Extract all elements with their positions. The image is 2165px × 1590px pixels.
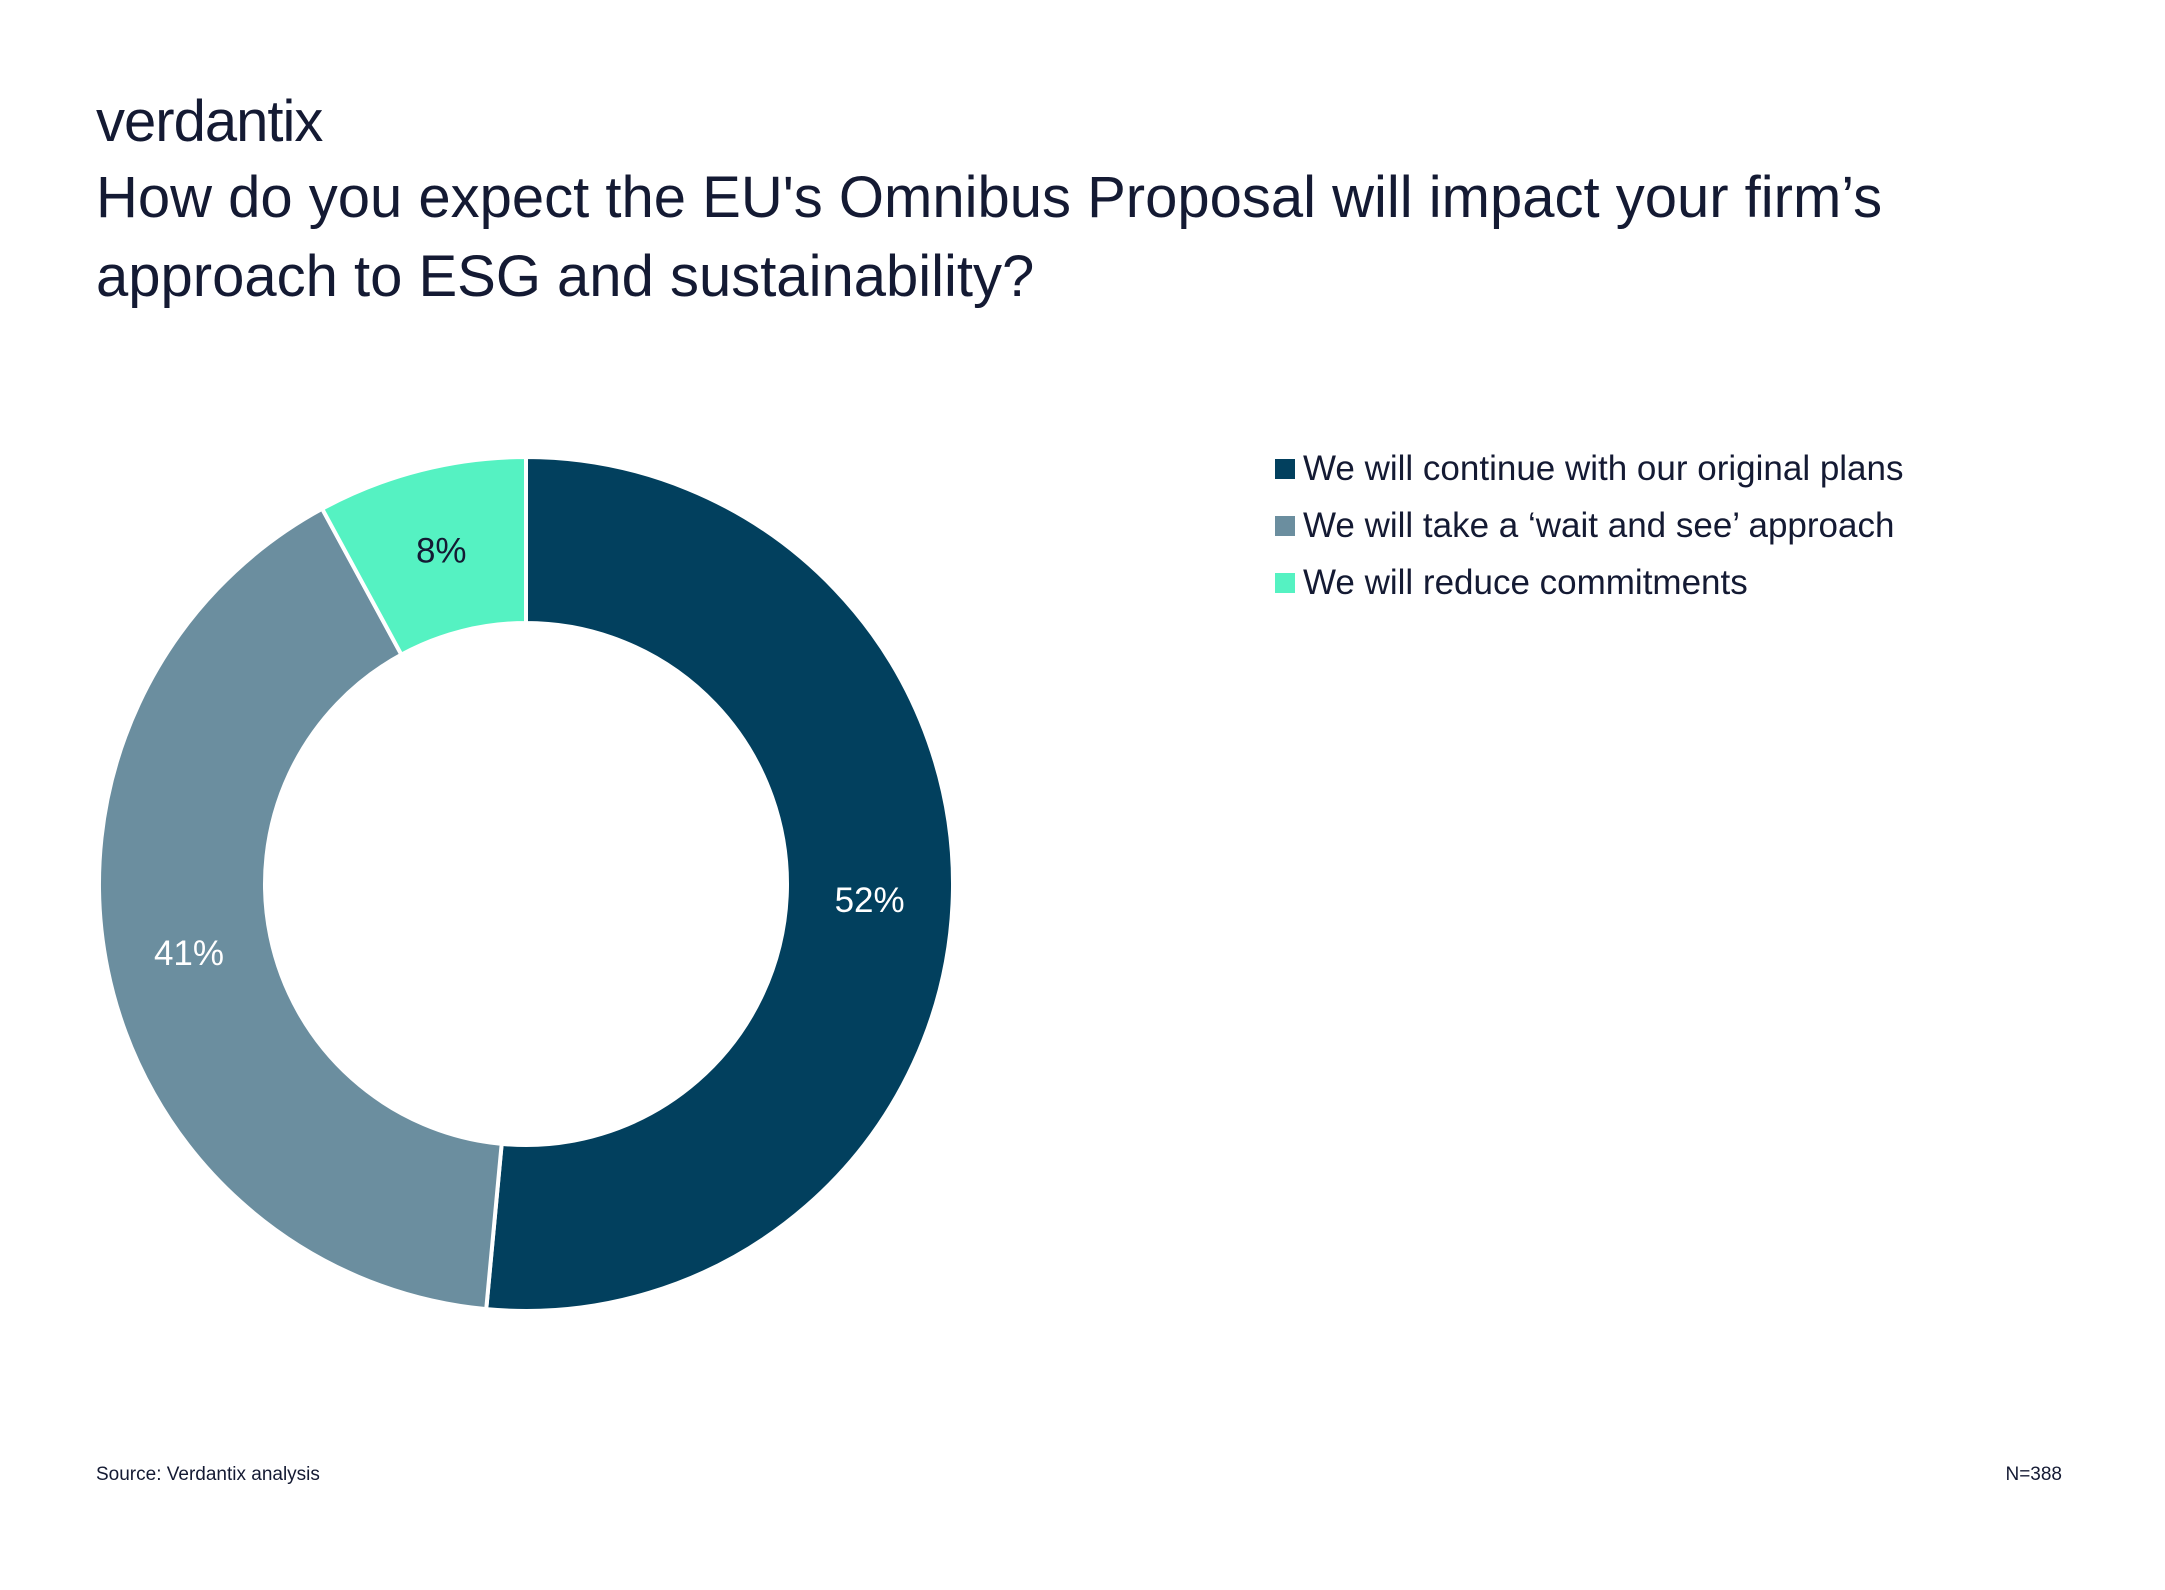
legend-swatch: [1275, 458, 1295, 479]
verdantix-logo: verdantix: [96, 89, 323, 154]
legend-item-continue: We will continue with our original plans: [1275, 440, 1904, 497]
data-label-wait-and-see: 41%: [154, 934, 224, 973]
chart-title: How do you expect the EU's Omnibus Propo…: [96, 165, 1883, 309]
chart-legend: We will continue with our original plans…: [1275, 440, 1904, 611]
donut-slice-wait-and-see: [97, 506, 504, 1312]
legend-label: We will continue with our original plans: [1303, 448, 1904, 488]
legend-swatch: [1275, 572, 1295, 593]
legend-label: We will reduce commitments: [1303, 562, 1748, 602]
data-label-reduce: 8%: [416, 532, 467, 571]
legend-item-wait-and-see: We will take a ‘wait and see’ approach: [1275, 497, 1904, 554]
source-note: Source: Verdantix analysis: [96, 1464, 320, 1485]
data-label-continue: 52%: [835, 881, 905, 920]
legend-swatch: [1275, 515, 1295, 536]
legend-item-reduce: We will reduce commitments: [1275, 554, 1904, 611]
donut-slice-continue: [484, 454, 955, 1313]
sample-size: N=388: [2005, 1464, 2062, 1485]
legend-label: We will take a ‘wait and see’ approach: [1303, 505, 1895, 545]
donut-slice-reduce: [319, 454, 528, 658]
